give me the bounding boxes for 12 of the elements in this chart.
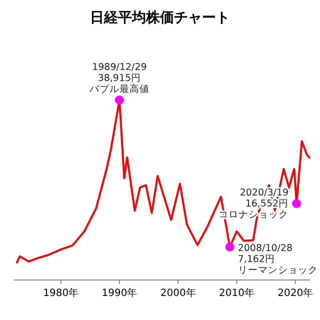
chart-title: 日経平均株価チャート	[90, 10, 230, 26]
annotation: 1989/12/29	[92, 62, 147, 73]
x-tick-label: 2000年	[160, 287, 196, 299]
annotation: 38,915円	[98, 73, 142, 84]
annotation: 7,162円	[238, 254, 276, 265]
x-tick-label: 2010年	[219, 287, 254, 299]
annotation: 2008/10/28	[238, 242, 293, 254]
x-tick-label: 1980年	[43, 287, 79, 299]
annotation: リーマンショック	[238, 264, 318, 276]
x-tick-label: 1990年	[102, 287, 138, 299]
annotation: バブル最高値	[88, 83, 150, 95]
x-tick-label: 2020年	[278, 287, 314, 299]
